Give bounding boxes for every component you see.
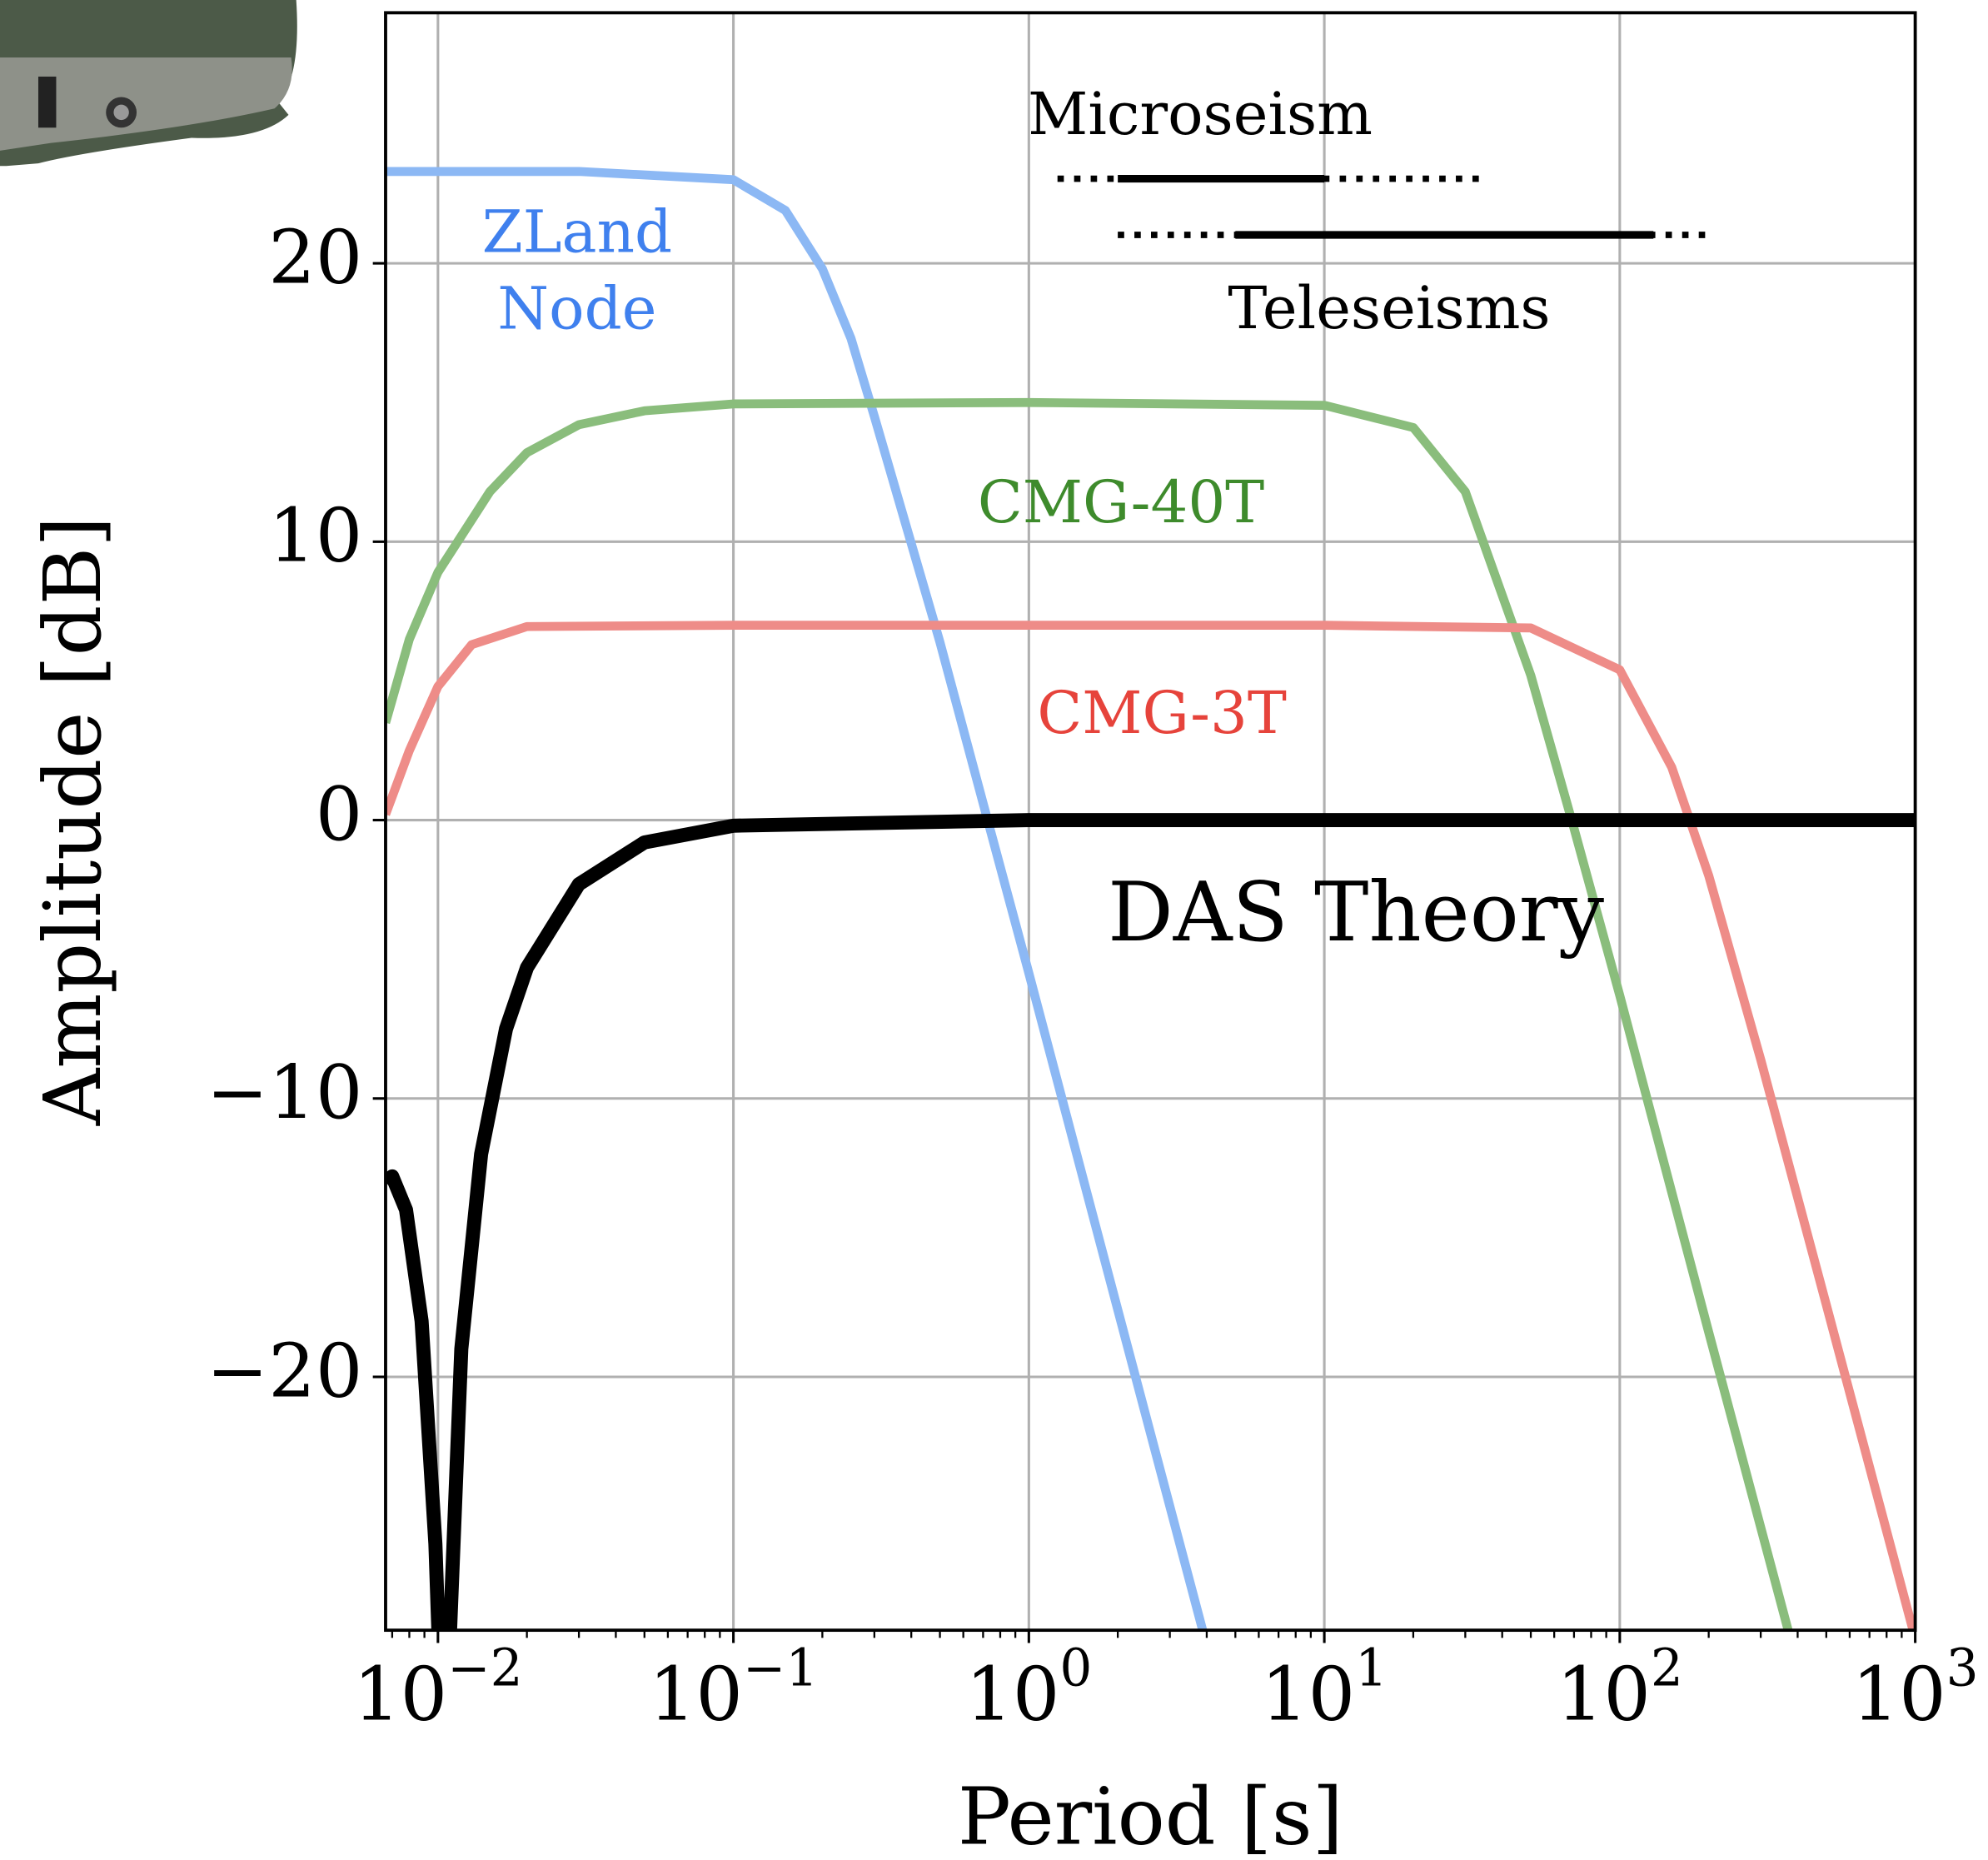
x-tick-label: 103 bbox=[1852, 1639, 1979, 1738]
y-axis-label: Amplitude [dB] bbox=[27, 516, 119, 1127]
series-line bbox=[385, 813, 1916, 1631]
sensor-photo bbox=[0, 0, 297, 167]
plot-area bbox=[385, 167, 1916, 1631]
series-label: CMG-3T bbox=[1037, 679, 1286, 747]
x-axis-label: Period [s] bbox=[958, 1772, 1343, 1860]
x-tick-label: 10−1 bbox=[649, 1639, 819, 1738]
series-line bbox=[385, 167, 1208, 1631]
band-label: Microseism bbox=[1028, 80, 1373, 148]
x-tick-label: 101 bbox=[1261, 1639, 1388, 1738]
plot-frame bbox=[384, 11, 1917, 1633]
series-line bbox=[385, 621, 1916, 1631]
y-tick-label: 10 bbox=[268, 492, 362, 579]
y-tick-label: 20 bbox=[268, 213, 362, 300]
series-label: CMG-40T bbox=[978, 468, 1264, 536]
y-tick-label: −20 bbox=[207, 1327, 363, 1414]
x-tick-label: 100 bbox=[965, 1639, 1092, 1738]
series-line bbox=[385, 397, 1793, 1631]
series-label: DAS Theory bbox=[1108, 865, 1605, 960]
y-tick-label: −10 bbox=[207, 1049, 363, 1135]
series-label: ZLand Node bbox=[482, 197, 672, 342]
x-tick-label: 102 bbox=[1557, 1639, 1683, 1738]
x-tick-label: 10−2 bbox=[353, 1639, 523, 1738]
band-label: Teleseisms bbox=[1228, 274, 1550, 342]
y-tick-label: 0 bbox=[316, 770, 363, 857]
